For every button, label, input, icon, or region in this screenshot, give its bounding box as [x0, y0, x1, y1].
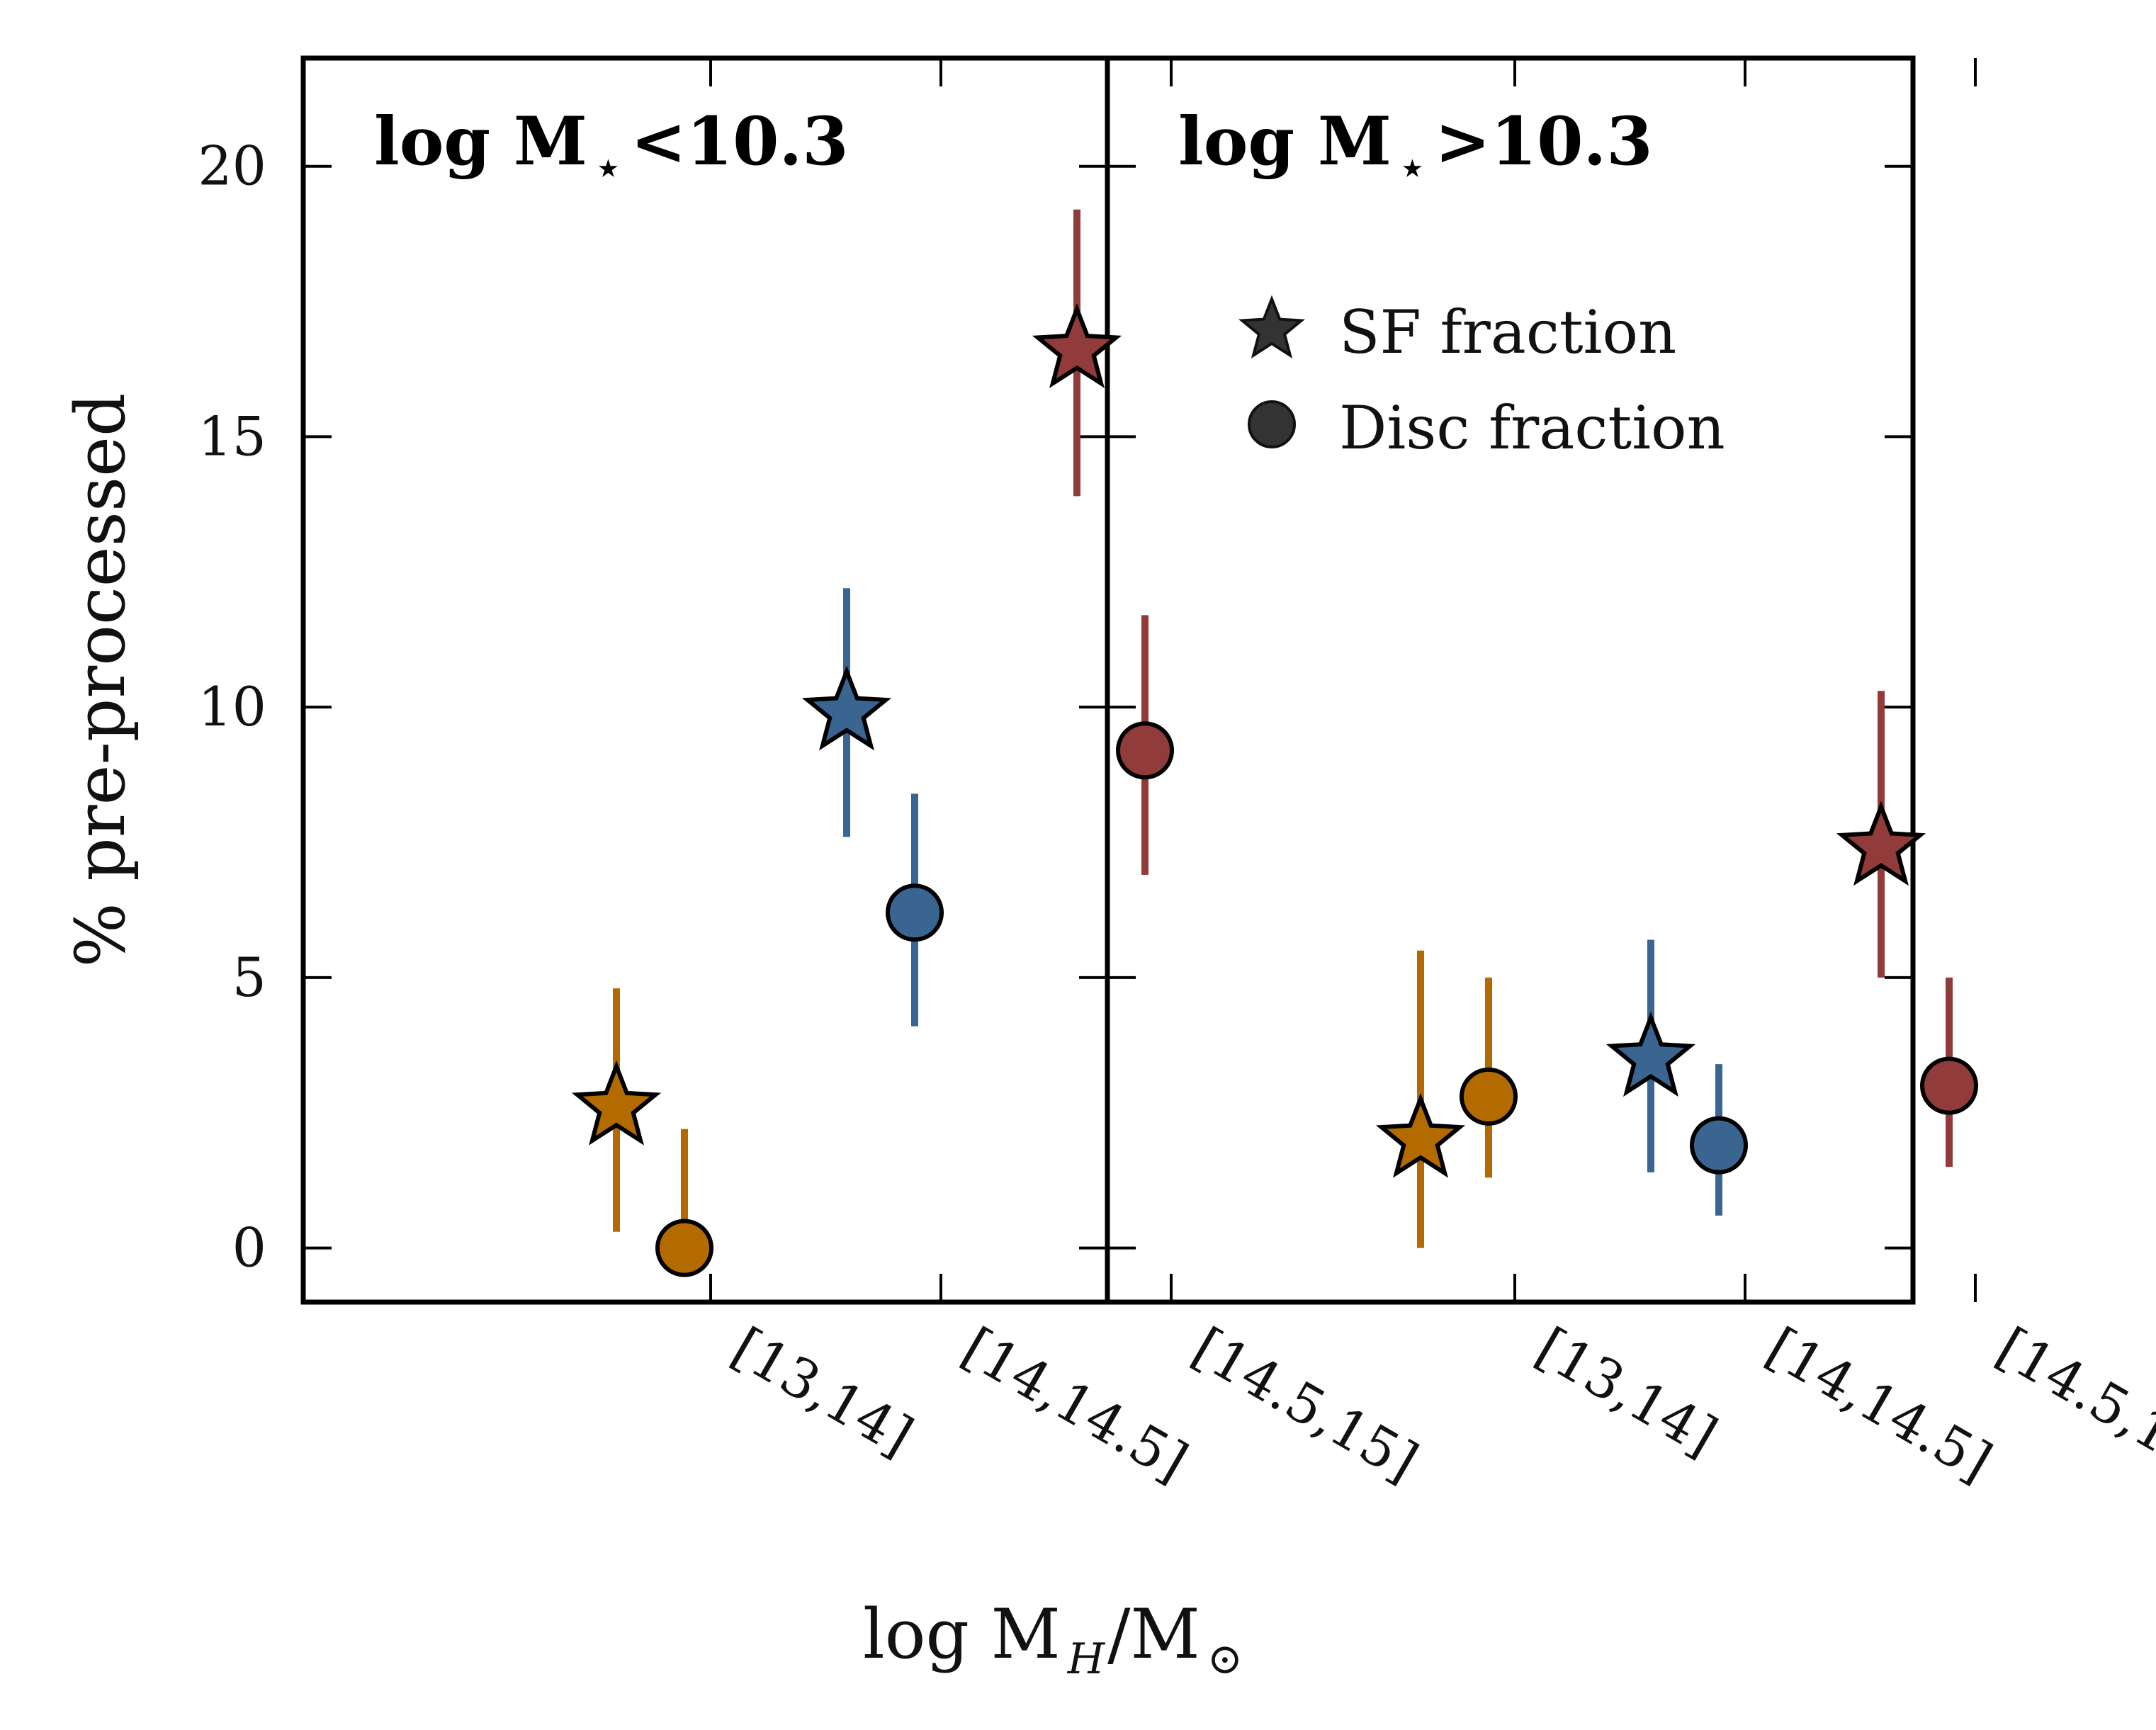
- panels-layer: [300, 55, 1977, 1305]
- x-tick-label: [13,14]: [1526, 1316, 1727, 1469]
- panel-title-main: log M: [1178, 103, 1392, 181]
- panel-frame: [1105, 55, 1916, 1305]
- panel-2: [1105, 55, 1977, 1305]
- circle-marker: [1116, 721, 1174, 780]
- marks-layer: [571, 209, 1978, 1277]
- panel-1: [300, 55, 1173, 1305]
- x-tick-label: [13,14]: [722, 1316, 923, 1469]
- star-marker: [571, 1060, 662, 1146]
- star-marker: [801, 665, 892, 751]
- circle-marker: [1460, 1067, 1518, 1126]
- panel-title-sub: ⋆: [596, 145, 621, 191]
- panel-title: log M ⋆ <10.3: [374, 103, 849, 191]
- panel-title-tail: <10.3: [631, 103, 849, 181]
- x-tick-label: [14.5,15]: [1183, 1316, 1428, 1494]
- circle-marker: [1690, 1116, 1748, 1175]
- y-tick-label: 0: [232, 1216, 266, 1279]
- y-tick-label: 20: [198, 135, 266, 198]
- x-tick-label: [14.5,15]: [1987, 1316, 2156, 1494]
- y-tick-label: 15: [198, 405, 266, 468]
- x-axis-label-tail: /M: [1107, 1595, 1200, 1674]
- legend-star-icon: [1238, 295, 1306, 359]
- x-axis-label-main: log M: [863, 1595, 1061, 1674]
- x-tick-label: [14,14.5]: [1756, 1316, 2002, 1494]
- star-marker: [1375, 1092, 1466, 1178]
- legend-label: Disc fraction: [1339, 393, 1725, 463]
- circle-marker: [886, 883, 944, 942]
- legend-circle-icon: [1248, 400, 1296, 448]
- circle-marker: [655, 1219, 713, 1277]
- y-tick-label: 5: [232, 946, 266, 1009]
- x-axis-label: log M H/M ⊙: [863, 1595, 1243, 1684]
- star-marker: [1836, 801, 1926, 886]
- panel-2-marks: [1375, 691, 1978, 1248]
- legend: [1238, 295, 1306, 448]
- y-tick-label: 10: [198, 675, 266, 738]
- legend-label: SF fraction: [1339, 298, 1676, 367]
- star-marker: [1032, 303, 1122, 388]
- x-tick-label: [14,14.5]: [952, 1316, 1198, 1494]
- y-axis-label: % pre-processed: [61, 393, 140, 968]
- panel-title-tail: >10.3: [1435, 103, 1653, 181]
- circle-marker: [1920, 1056, 1978, 1115]
- panel-1-marks: [571, 209, 1174, 1277]
- panel-title: log M ⋆ >10.3: [1178, 103, 1653, 191]
- panel-title-main: log M: [374, 103, 587, 181]
- panel-title-sub: ⋆: [1400, 145, 1425, 191]
- x-axis-label-sun: ⊙: [1207, 1634, 1243, 1684]
- x-axis-label-sub: H: [1067, 1634, 1106, 1684]
- panel-frame: [300, 55, 1110, 1305]
- star-marker: [1605, 1012, 1696, 1097]
